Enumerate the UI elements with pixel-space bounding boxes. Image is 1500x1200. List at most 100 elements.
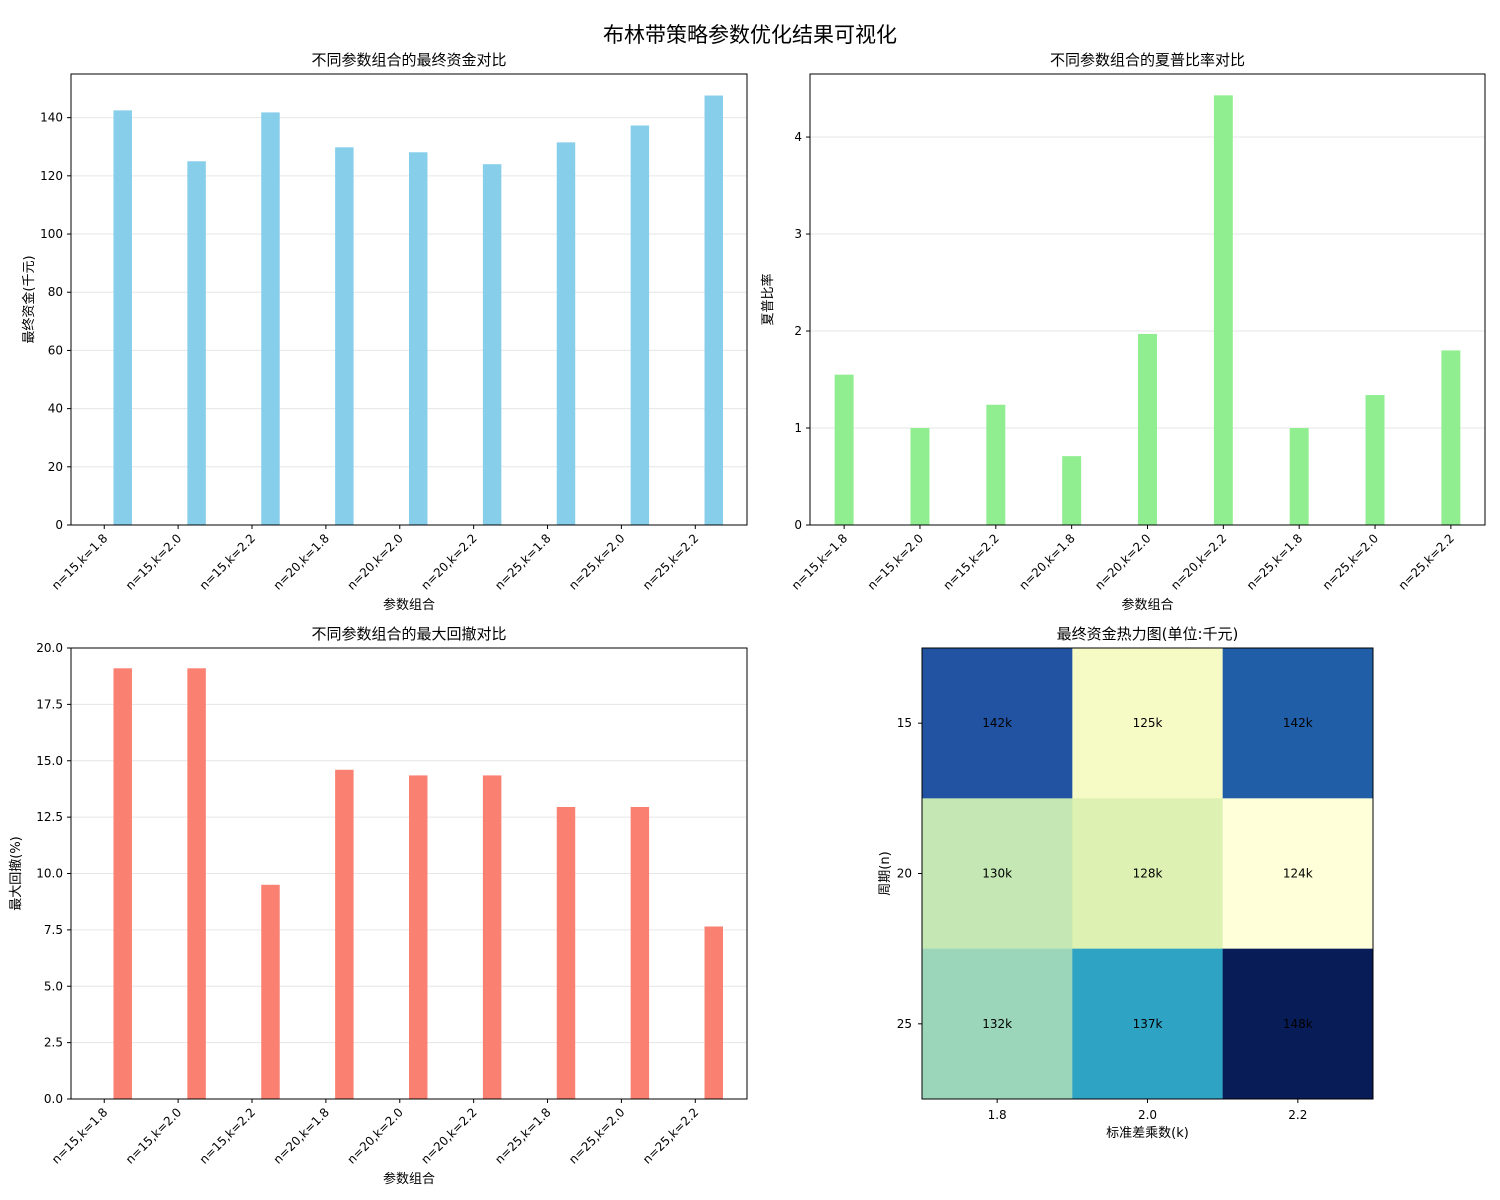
plot-frame [70,73,748,526]
bar [704,926,723,1099]
figure-suptitle: 布林带策略参数优化结果可视化 [603,23,897,47]
y-tick-label: 5.0 [44,979,63,993]
heatmap-cell [922,798,1073,950]
heatmap-cell [922,948,1073,1100]
heatmap-cell [1222,648,1374,799]
x-tick-label: n=25,k=2.2 [640,1105,701,1166]
x-tick-label: n=15,k=1.8 [789,531,850,592]
x-tick-label: n=15,k=2.2 [197,531,258,592]
bar [910,428,930,525]
x-tick-label: n=20,k=1.8 [1016,531,1077,592]
y-tick-label: 60 [48,343,63,357]
y-tick-label: 80 [48,285,63,299]
heatmap-cell-label: 125k [1133,716,1163,730]
bar [1365,395,1385,525]
heatmap-cell-label: 142k [1283,716,1313,730]
x-tick-label: n=15,k=1.8 [49,1105,110,1166]
max-drawdown-bar-chart: 0.0 2.5 5.0 7.5 10.0 12.5 15.0 17.5 20.0 n=15,k=1… [8,625,748,1187]
bar [113,668,132,1099]
y-tick-label: 12.5 [36,810,63,824]
bar [1138,333,1157,525]
bar [1289,428,1309,525]
heatmap-cell [922,648,1073,799]
heatmap-cell [1072,948,1224,1100]
heatmap-cell-label: 137k [1133,1017,1163,1031]
x-tick-label: n=25,k=1.8 [492,531,553,592]
x-axis-label: 参数组合 [383,597,435,613]
x-tick-label: n=20,k=1.8 [271,1105,332,1166]
x-tick-label: n=25,k=1.8 [1244,531,1305,592]
x-tick-label: 2.2 [1288,1108,1307,1122]
bar [261,112,280,525]
x-tick-label: n=25,k=2.2 [1396,531,1457,592]
x-tick-label: n=20,k=2.2 [1168,531,1229,592]
bar [556,142,576,525]
x-tick-label: n=15,k=2.2 [941,531,1002,592]
heatmap-cell [1072,648,1224,799]
y-tick-label: 15.0 [36,754,63,768]
y-tick-label: 17.5 [36,697,63,711]
y-tick-label: 20 [897,867,912,881]
bar [187,668,206,1099]
x-tick-label: n=25,k=2.0 [566,531,627,592]
y-tick-label: 100 [40,227,63,241]
heatmap-cell-label: 148k [1283,1017,1313,1031]
chart-title: 不同参数组合的最终资金对比 [311,51,506,69]
x-tick-label: n=20,k=2.0 [344,531,405,592]
y-tick-label: 0 [55,518,63,532]
bar [1213,95,1233,525]
y-tick-label: 20.0 [36,641,63,655]
x-tick-label: n=15,k=2.0 [123,1105,184,1166]
y-tick-label: 25 [897,1017,912,1031]
bar [409,775,428,1099]
y-tick-label: 20 [48,460,63,474]
y-tick-label: 2 [794,324,802,338]
x-tick-label: n=15,k=2.0 [865,531,926,592]
bar [261,884,280,1099]
bar [704,95,723,525]
bar [834,374,854,525]
x-tick-label: n=25,k=2.2 [640,531,701,592]
y-tick-label: 0.0 [44,1092,63,1106]
y-tick-label: 3 [794,227,802,241]
y-axis-label: 夏普比率 [760,273,776,325]
x-tick-label: n=25,k=2.0 [566,1105,627,1166]
chart-title: 最终资金热力图(单位:千元) [1057,625,1239,643]
y-tick-label: 10.0 [36,867,63,881]
bar [986,404,1006,525]
x-tick-label: n=15,k=2.0 [123,531,184,592]
y-axis-label: 最终资金(千元) [21,255,37,343]
x-tick-label: n=25,k=2.0 [1320,531,1381,592]
x-tick-label: 2.0 [1138,1108,1157,1122]
x-tick-label: n=20,k=2.0 [344,1105,405,1166]
bar [556,806,576,1099]
bar [113,110,132,525]
x-tick-label: n=15,k=2.2 [197,1105,258,1166]
x-tick-label: 1.8 [988,1108,1007,1122]
x-tick-label: n=15,k=1.8 [49,531,110,592]
bar [482,164,502,525]
x-axis-label: 参数组合 [383,1171,435,1187]
chart-title: 不同参数组合的夏普比率对比 [1050,51,1245,69]
x-axis-label: 标准差乘数(k) [1106,1126,1189,1141]
x-tick-label: n=25,k=1.8 [492,1105,553,1166]
y-axis-label: 最大回撤(%) [8,836,24,911]
y-tick-label: 0 [794,518,802,532]
y-tick-label: 2.5 [44,1036,63,1050]
x-tick-label: n=20,k=2.0 [1092,531,1153,592]
final-capital-heatmap: 142k 125k 142k 130k 128k 124k 132k 137k 148k 1.8 2… [878,625,1374,1141]
y-tick-label: 120 [40,169,63,183]
bar [187,161,206,525]
y-axis-label: 周期(n) [878,851,893,895]
bar [409,152,428,525]
y-tick-label: 4 [794,130,802,144]
bar [630,806,650,1099]
x-tick-label: n=20,k=2.2 [418,1105,479,1166]
x-tick-label: n=20,k=1.8 [271,531,332,592]
heatmap-cell [1072,798,1224,950]
bar [335,769,354,1099]
bar [630,125,650,526]
bar [482,775,502,1099]
heatmap-cell-label: 142k [982,716,1012,730]
